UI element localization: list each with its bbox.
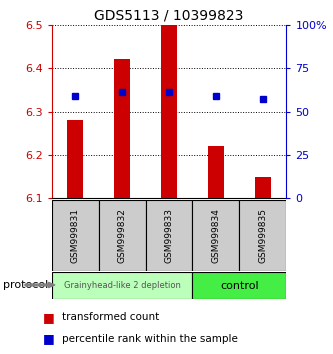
Text: transformed count: transformed count [62,312,159,322]
Bar [114,59,130,198]
Text: protocol: protocol [3,280,49,290]
Bar [52,272,192,299]
Bar [255,177,271,198]
Bar [99,200,146,271]
Title: GDS5113 / 10399823: GDS5113 / 10399823 [94,8,244,22]
Text: GSM999833: GSM999833 [165,208,173,263]
Bar [52,200,99,271]
Bar [192,272,286,299]
Text: ■: ■ [43,332,55,346]
Bar [146,200,192,271]
Text: Grainyhead-like 2 depletion: Grainyhead-like 2 depletion [64,281,180,290]
Bar [192,200,239,271]
Bar [239,200,286,271]
Text: GSM999834: GSM999834 [211,208,220,263]
Text: percentile rank within the sample: percentile rank within the sample [62,334,238,344]
Bar [67,120,83,198]
Text: GSM999835: GSM999835 [258,208,267,263]
Bar [208,146,224,198]
Text: GSM999832: GSM999832 [118,208,127,263]
Text: ■: ■ [43,311,55,324]
Text: GSM999831: GSM999831 [71,208,80,263]
Text: control: control [220,280,259,291]
Bar [161,25,177,198]
